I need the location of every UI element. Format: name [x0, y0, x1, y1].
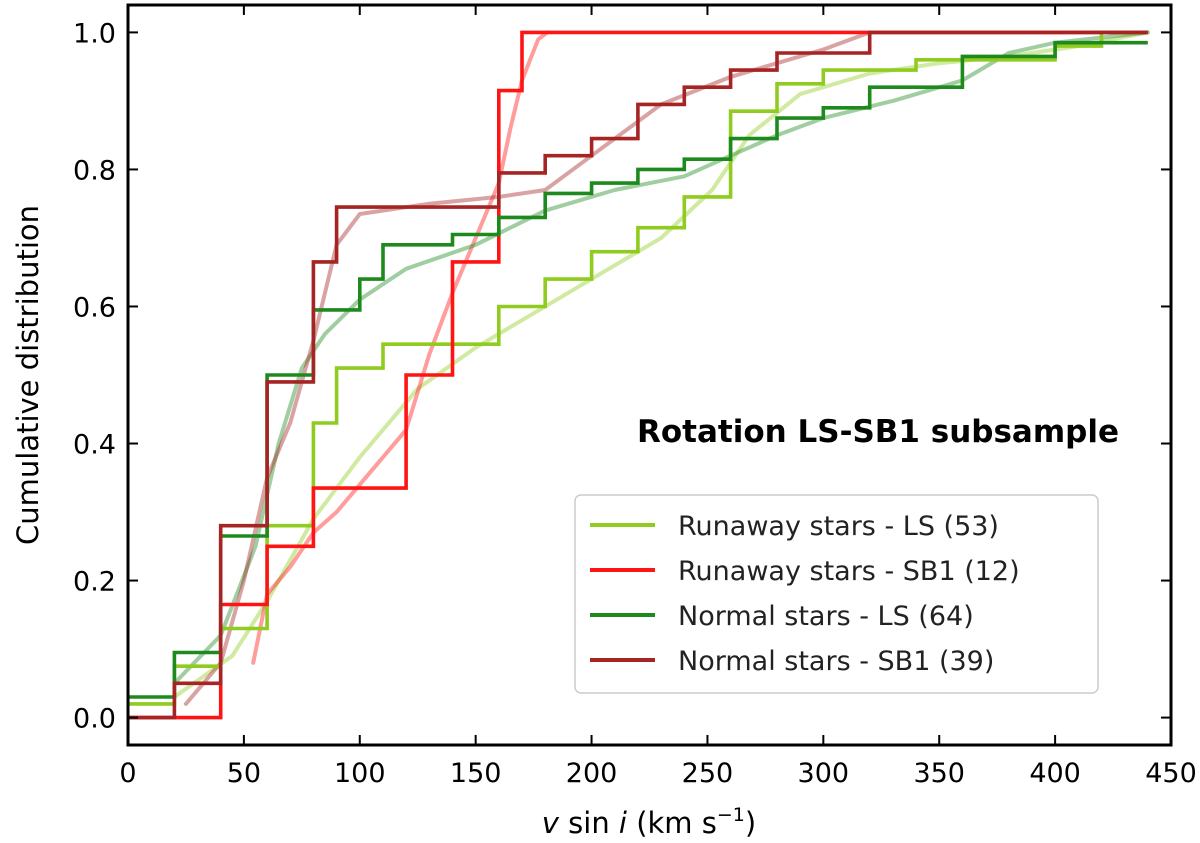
smooth-curve-0	[172, 30, 1150, 699]
legend-label-1: Runaway stars - SB1 (12)	[678, 556, 1020, 587]
plot-frame	[126, 3, 1173, 747]
legend-label-0: Runaway stars - LS (53)	[678, 511, 999, 542]
x-axis-title-i: i	[619, 806, 627, 840]
x-tick-label: 350	[913, 758, 965, 789]
y-tick-label: 1.0	[73, 18, 116, 49]
y-tick-label: 0.4	[73, 430, 116, 461]
x-tick-label: 250	[682, 758, 734, 789]
y-tick-label: 0.8	[73, 155, 116, 186]
legend-frame	[574, 494, 1099, 694]
legend: Runaway stars - LS (53) Runaway stars - S…	[574, 494, 1099, 694]
x-tick-label: 100	[334, 758, 386, 789]
x-tick-label: 200	[566, 758, 618, 789]
legend-label-3: Normal stars - SB1 (39)	[678, 646, 994, 677]
x-axis-title-close: )	[745, 806, 756, 840]
x-tick-label: 450	[1145, 758, 1197, 789]
y-axis-title: Cumulative distribution	[11, 205, 45, 545]
x-tick-label: 150	[450, 758, 502, 789]
x-axis-title-units: (km s	[627, 806, 717, 840]
step-curve-1	[128, 30, 1148, 720]
smooth-curve-2	[172, 30, 1150, 686]
chart-annotation: Rotation LS-SB1 subsample	[637, 414, 1119, 450]
x-tick-label: 300	[798, 758, 850, 789]
y-tick-label: 0.2	[73, 567, 116, 598]
x-tick-label: 400	[1029, 758, 1081, 789]
x-axis-title-sin: sin	[559, 806, 619, 840]
x-tick-label: 0	[119, 758, 136, 789]
y-tick-label: 0.6	[73, 292, 116, 323]
x-axis-title-v: v	[542, 806, 560, 840]
step-curve-2	[128, 40, 1148, 699]
y-tick-label: 0.0	[73, 704, 116, 735]
legend-entries: Runaway stars - LS (53) Runaway stars - S…	[590, 511, 1020, 677]
legend-label-2: Normal stars - LS (64)	[678, 601, 974, 632]
x-axis-title-exponent: −1	[717, 804, 745, 826]
x-axis-title: v sin i (km s−1)	[542, 804, 756, 840]
smooth-curve-1	[251, 30, 550, 665]
tick-layer: 0 50 100 150 200 250 300 350 400 450 0.0 0.2 0.4 0.6 0…	[73, 5, 1197, 789]
x-tick-label: 50	[227, 758, 261, 789]
series-layer	[128, 30, 1150, 720]
step-curve-3	[128, 30, 1148, 720]
